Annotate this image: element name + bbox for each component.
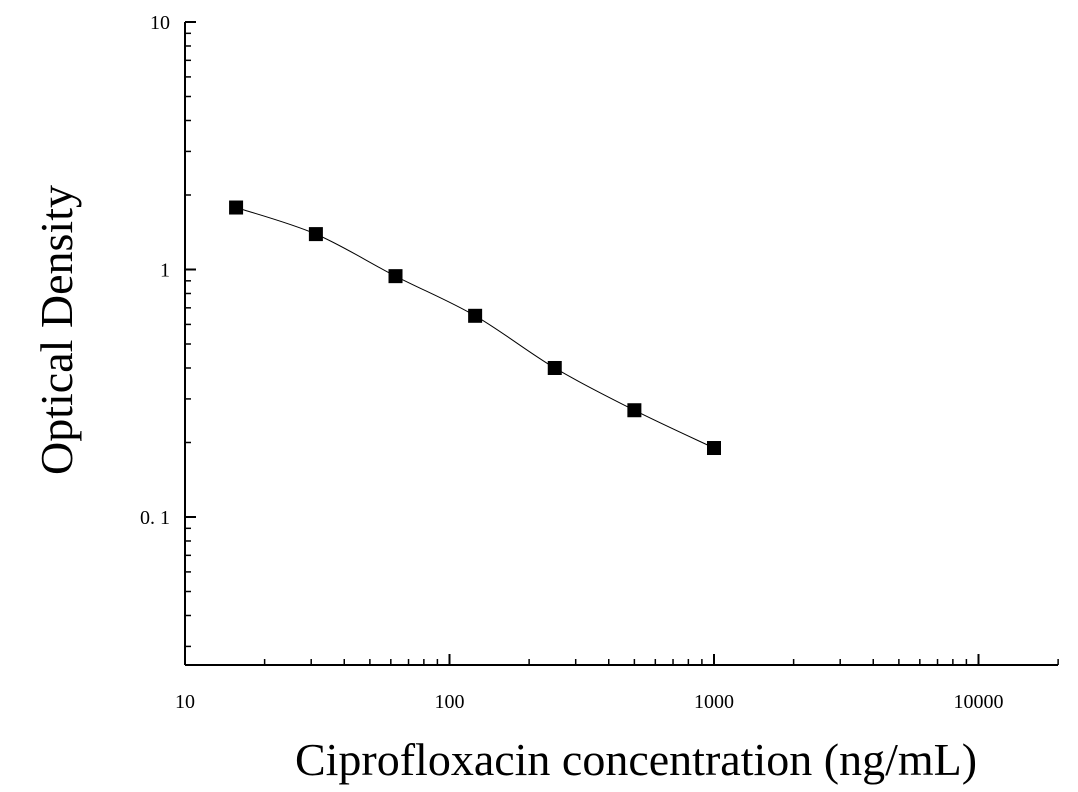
x-tick-label: 1000 <box>694 691 734 713</box>
fit-curve <box>235 207 715 449</box>
data-point-marker <box>707 441 721 456</box>
minor-ticks <box>185 32 1059 665</box>
data-point-marker <box>388 269 403 284</box>
y-tick-label: 10 <box>150 12 170 34</box>
tick-labels: 10 100 1000 10000 0. 1 1 10 <box>140 12 1004 713</box>
x-tick-label: 10 <box>175 691 195 713</box>
data-point-marker <box>229 200 244 215</box>
data-point-marker <box>468 308 483 323</box>
x-tick-label: 100 <box>435 691 465 713</box>
data-point-marker <box>547 360 562 375</box>
x-tick-label: 10000 <box>954 691 1004 713</box>
y-tick-label: 0. 1 <box>140 507 170 529</box>
data-point-marker <box>308 227 323 242</box>
data-point-marker <box>627 403 642 418</box>
y-axis-title: Optical Density <box>31 185 82 475</box>
data-points <box>229 200 721 456</box>
y-tick-label: 1 <box>160 260 170 282</box>
x-axis-title: Ciprofloxacin concentration (ng/mL) <box>295 734 977 785</box>
major-ticks <box>184 21 980 665</box>
